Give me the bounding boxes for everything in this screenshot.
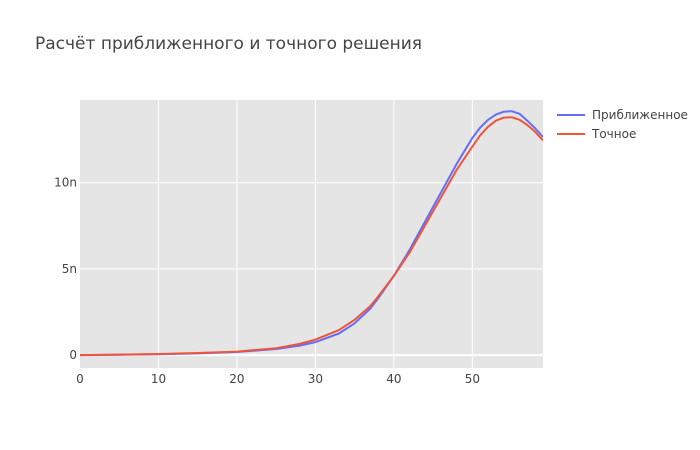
x-tick-label: 30 [308, 372, 323, 386]
legend-item-2[interactable]: Точное [557, 127, 636, 141]
series-line-2[interactable] [80, 116, 543, 357]
y-tick-label: 10n [54, 176, 77, 190]
x-tick-label: 10 [151, 372, 166, 386]
x-tick-label: 50 [465, 372, 480, 386]
legend-label: Приближенное [592, 108, 688, 122]
plot-area[interactable] [80, 100, 543, 368]
legend: Приближенное Точное [557, 108, 688, 141]
y-tick-label: 5n [62, 262, 77, 276]
legend-item-1[interactable]: Приближенное [557, 108, 688, 122]
x-tick-label: 0 [76, 372, 84, 386]
chart-title: Расчёт приближенного и точного решения [35, 34, 423, 54]
x-tick-label: 20 [229, 372, 244, 386]
y-tick-label: 0 [69, 348, 77, 362]
x-tick-label: 40 [386, 372, 401, 386]
x-axis: 0 10 20 30 40 50 [76, 372, 480, 386]
y-axis: 0 5n 10n [54, 176, 77, 362]
series-layer [80, 110, 543, 357]
legend-label: Точное [591, 127, 636, 141]
